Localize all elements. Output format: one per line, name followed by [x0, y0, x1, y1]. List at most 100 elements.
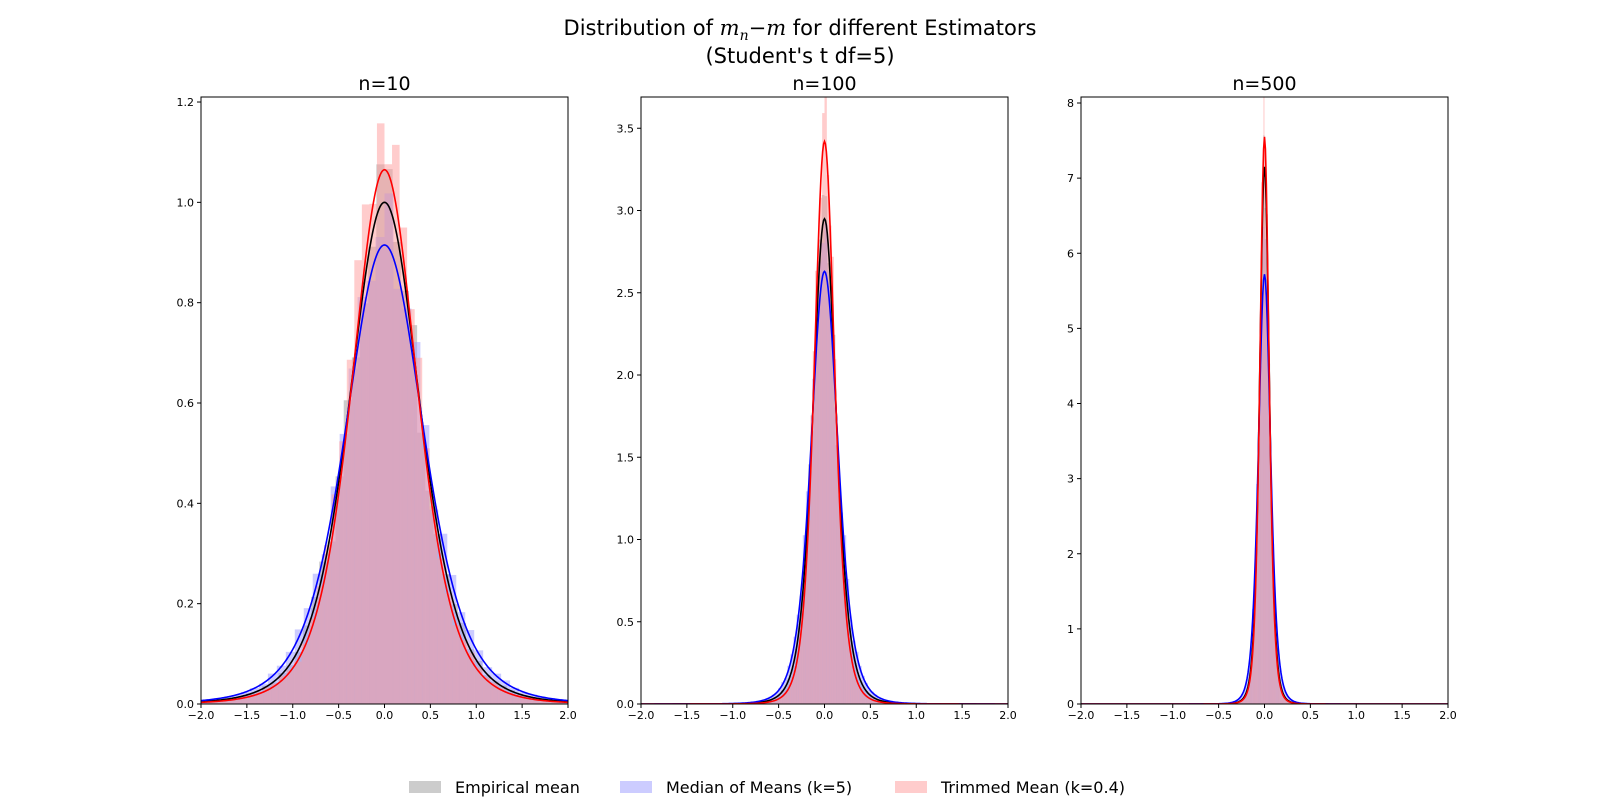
y-tick-label: 0.5	[617, 616, 635, 629]
kde-line-trimmed	[201, 168, 568, 704]
y-tick-label: 2.5	[617, 287, 635, 300]
x-tick-label: −2.0	[188, 709, 215, 722]
hist-bar-trimmed	[505, 692, 513, 704]
legend-label-empirical: Empirical mean	[455, 777, 580, 797]
hist-bar-trimmed	[1249, 677, 1251, 704]
hist-bar-trimmed	[293, 661, 302, 704]
hist-bar-trimmed	[429, 506, 438, 704]
panel-1-plot-area	[151, 123, 596, 704]
hist-bar-trimmed	[1261, 182, 1263, 704]
hist-bar-trimmed	[840, 550, 844, 704]
hist-bar-trimmed	[233, 698, 242, 704]
x-tick-label: 0.0	[816, 709, 834, 722]
legend-swatch-median	[620, 781, 652, 793]
hist-bar-median	[582, 702, 591, 704]
hist-bar-trimmed	[878, 701, 881, 704]
hist-bar-trimmed	[271, 683, 279, 704]
hist-bar-trimmed	[459, 640, 468, 704]
hist-bar-median	[796, 614, 800, 704]
hist-bar-median	[867, 689, 871, 704]
panel-title: n=10	[358, 73, 410, 95]
hist-bar-trimmed	[1243, 698, 1245, 704]
hist-bar-trimmed	[796, 660, 799, 704]
hist-bar-trimmed	[1265, 192, 1267, 704]
hist-bar-trimmed	[399, 227, 408, 704]
hist-bar-trimmed	[1263, 97, 1265, 704]
hist-bar-trimmed	[1248, 684, 1250, 704]
hist-bar-trimmed	[444, 593, 453, 704]
panel-title: n=100	[792, 73, 856, 95]
hist-bar-trimmed	[527, 699, 536, 704]
hist-bar-trimmed	[822, 113, 825, 704]
hist-bar-trimmed	[838, 494, 841, 704]
kde-line-median	[1081, 274, 1448, 704]
x-tick-label: −1.5	[1114, 709, 1141, 722]
hist-bar-trimmed	[862, 692, 865, 704]
hist-bar-trimmed	[843, 589, 846, 704]
hist-bar-trimmed	[768, 702, 771, 704]
hist-bar-trimmed	[1267, 317, 1269, 704]
hist-bar-trimmed	[1280, 688, 1282, 704]
panel-3: −2.0 −1.5 −1.0 −0.5 0.0 0.5 1.0 1.5 2.0 0 1 2 3 4 5 6 7 8…	[1067, 73, 1457, 722]
y-tick-label: 0.0	[177, 698, 195, 711]
hist-bar-trimmed	[786, 689, 790, 704]
hist-bar-median	[781, 682, 785, 704]
hist-bar-trimmed	[1282, 695, 1284, 704]
panel-title: n=500	[1232, 73, 1296, 95]
hist-bar-trimmed	[801, 618, 804, 704]
hist-bar-trimmed	[256, 691, 264, 704]
hist-bar-trimmed	[1240, 701, 1242, 704]
hist-bar-empirical	[588, 703, 596, 704]
hist-bar-trimmed	[354, 260, 362, 704]
legend-swatch-trimmed	[895, 781, 927, 793]
x-tick-label: 1.5	[953, 709, 971, 722]
hist-bar-trimmed	[1272, 585, 1275, 704]
x-tick-label: −0.5	[325, 709, 352, 722]
x-tick-label: −1.5	[234, 709, 261, 722]
hist-bar-trimmed	[475, 667, 483, 704]
hist-bar-median	[573, 701, 582, 704]
x-tick-label: −1.0	[279, 709, 306, 722]
y-tick-label: 6	[1067, 247, 1074, 260]
hist-bar-median	[778, 688, 782, 704]
hist-bar-trimmed	[565, 702, 568, 704]
hist-bar-trimmed	[361, 204, 370, 704]
hist-bar-trimmed	[824, 97, 827, 704]
hist-bar-trimmed	[772, 700, 776, 704]
hist-bar-trimmed	[1253, 625, 1255, 704]
legend-item-trimmed: Trimmed Mean (k=0.4)	[895, 776, 1125, 798]
hist-bar-trimmed	[1279, 685, 1281, 704]
hist-bar-trimmed	[866, 697, 870, 704]
hist-bar-empirical	[164, 703, 172, 704]
hist-bar-trimmed	[490, 682, 498, 704]
hist-bar-trimmed	[815, 270, 818, 704]
hist-bar-trimmed	[286, 670, 294, 704]
x-tick-label: 1.5	[513, 709, 531, 722]
hist-bar-trimmed	[452, 625, 460, 704]
x-tick-label: 2.0	[559, 709, 577, 722]
hist-bar-trimmed	[826, 175, 830, 704]
hist-bar-trimmed	[1264, 143, 1266, 704]
y-tick-label: 0	[1067, 698, 1074, 711]
hist-bar-trimmed	[1266, 227, 1268, 704]
hist-bar-trimmed	[1286, 700, 1288, 704]
hist-bar-median	[784, 678, 788, 704]
hist-bar-trimmed	[1287, 701, 1289, 704]
x-tick-label: −1.5	[674, 709, 701, 722]
hist-bar-trimmed	[779, 697, 783, 704]
hist-bar-trimmed	[512, 695, 521, 704]
hist-bar-trimmed	[263, 687, 272, 704]
hist-bar-trimmed	[309, 618, 317, 704]
hist-bar-trimmed	[414, 357, 423, 704]
hist-bar-trimmed	[1270, 501, 1272, 704]
hist-bar-empirical	[572, 702, 580, 704]
hist-bar-median	[151, 703, 160, 704]
x-tick-label: 1.0	[468, 709, 486, 722]
y-tick-label: 0.2	[177, 598, 195, 611]
hist-bar-trimmed	[1256, 540, 1258, 704]
hist-bar-trimmed	[1247, 688, 1249, 704]
hist-bar-trimmed	[218, 700, 227, 704]
hist-bar-median	[855, 651, 859, 704]
hist-bar-trimmed	[876, 701, 879, 704]
hist-bar-trimmed	[331, 494, 340, 704]
